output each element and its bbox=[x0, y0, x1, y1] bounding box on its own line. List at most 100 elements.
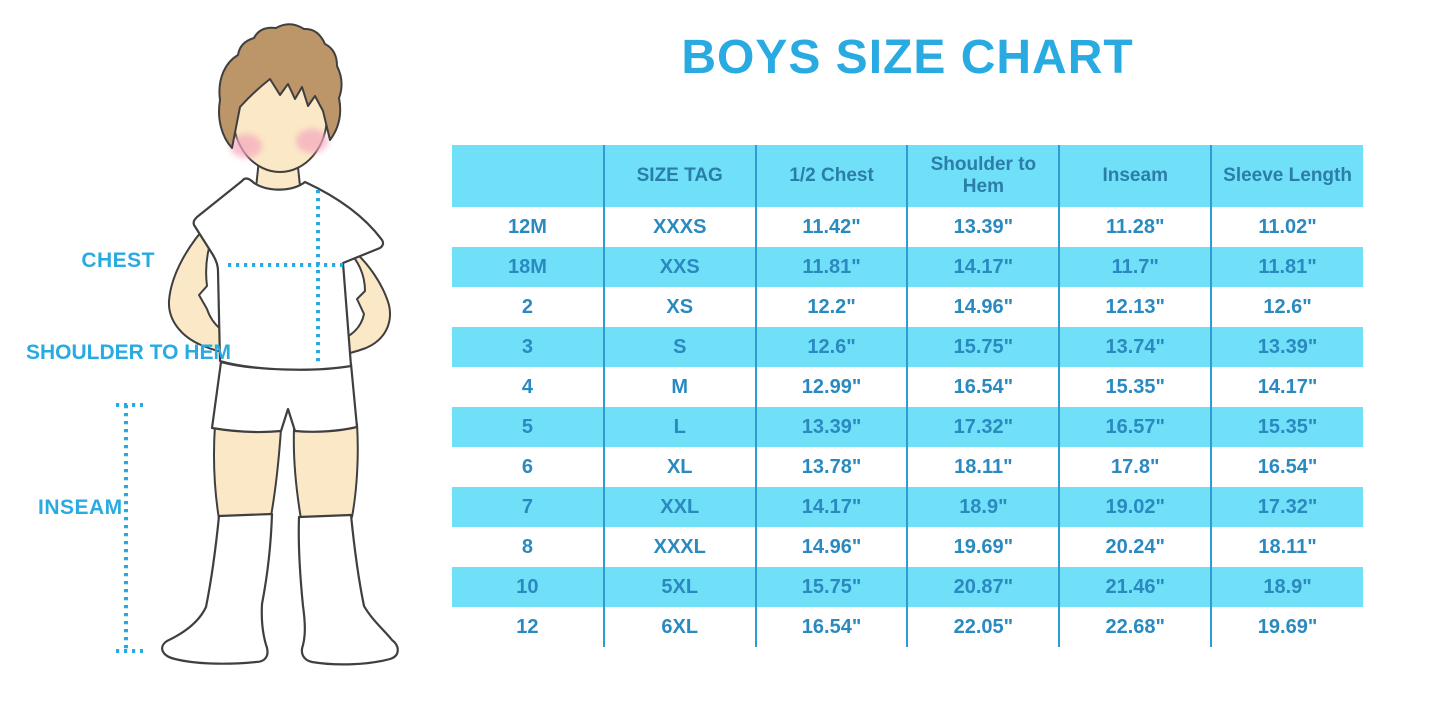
row-size-cell: 8 bbox=[452, 527, 605, 567]
table-cell: 18.9" bbox=[907, 487, 1061, 527]
header-cell: 1/2 Chest bbox=[755, 145, 909, 207]
header-cell bbox=[452, 145, 605, 207]
table-cell: 11.81" bbox=[755, 247, 909, 287]
row-size-cell: 3 bbox=[452, 327, 605, 367]
table-cell: XXXS bbox=[603, 207, 757, 247]
table-cell: 11.42" bbox=[755, 207, 909, 247]
row-size-cell: 18M bbox=[452, 247, 605, 287]
table-cell: XS bbox=[603, 287, 757, 327]
table-row: 5 L 13.39" 17.32" 16.57" 15.35" bbox=[452, 407, 1363, 447]
header-row: SIZE TAG 1/2 Chest Shoulder to Hem Inseam Sl… bbox=[452, 145, 1363, 207]
inseam-label: INSEAM bbox=[38, 496, 123, 519]
table-row: 10 5XL 15.75" 20.87" 21.46" 18.9" bbox=[452, 567, 1363, 607]
table-row: 4 M 12.99" 16.54" 15.35" 14.17" bbox=[452, 367, 1363, 407]
row-size-cell: 12M bbox=[452, 207, 605, 247]
table-cell: 12.99" bbox=[755, 367, 909, 407]
table-cell: 17.32" bbox=[1257, 495, 1318, 518]
table-cell: 11.28" bbox=[1059, 207, 1213, 247]
table-row: 12 6XL 16.54" 22.05" 22.68" 19.69" bbox=[452, 607, 1363, 647]
size-table-body: 12M XXXS 11.42" 13.39" 11.28" 11.02" 18M XXS 11.… bbox=[452, 207, 1363, 647]
table-cell: 14.17" bbox=[907, 247, 1061, 287]
row-size-cell: 5 bbox=[452, 407, 605, 447]
table-cell: 13.78" bbox=[755, 447, 909, 487]
table-cell: 14.17" bbox=[1257, 375, 1318, 398]
header-cell: Inseam bbox=[1059, 145, 1213, 207]
table-cell: 12.6" bbox=[1263, 295, 1312, 318]
table-row: 3 S 12.6" 15.75" 13.74" 13.39" bbox=[452, 327, 1363, 367]
table-cell: 15.75" bbox=[907, 327, 1061, 367]
table-cell: 13.39" bbox=[755, 407, 909, 447]
table-cell: 17.8" bbox=[1059, 447, 1213, 487]
table-row: 2 XS 12.2" 14.96" 12.13" 12.6" bbox=[452, 287, 1363, 327]
table-cell: 13.39" bbox=[907, 207, 1061, 247]
table-cell: 13.39" bbox=[1257, 335, 1318, 358]
table-cell: 12.2" bbox=[755, 287, 909, 327]
size-table: SIZE TAG 1/2 Chest Shoulder to Hem Inseam Sl… bbox=[452, 145, 1363, 647]
table-cell: 5XL bbox=[603, 567, 757, 607]
table-cell: L bbox=[603, 407, 757, 447]
table-cell: 17.32" bbox=[907, 407, 1061, 447]
boy-right-blush bbox=[296, 129, 328, 153]
table-cell: 11.81" bbox=[1258, 255, 1317, 278]
table-cell: 16.54" bbox=[1257, 455, 1318, 478]
table-cell: 19.69" bbox=[1257, 615, 1318, 638]
boy-hair bbox=[218, 23, 343, 149]
boy-right-thigh bbox=[292, 423, 359, 520]
boy-shorts bbox=[210, 360, 359, 434]
table-cell: 22.68" bbox=[1059, 607, 1213, 647]
table-cell: 19.69" bbox=[907, 527, 1061, 567]
page-title: BOYS SIZE CHART bbox=[681, 31, 1134, 84]
header-cell: Shoulder to Hem bbox=[907, 145, 1061, 207]
boy-figure-svg bbox=[116, 23, 399, 666]
table-row: 8 XXXL 14.96" 19.69" 20.24" 18.11" bbox=[452, 527, 1363, 567]
table-cell: 12.13" bbox=[1059, 287, 1213, 327]
table-cell: XXS bbox=[603, 247, 757, 287]
table-cell: XXXL bbox=[603, 527, 757, 567]
row-size-cell: 10 bbox=[452, 567, 605, 607]
boy-left-thigh bbox=[213, 424, 282, 520]
boy-right-sock bbox=[297, 513, 399, 666]
table-cell: 6XL bbox=[603, 607, 757, 647]
table-cell: XL bbox=[603, 447, 757, 487]
table-cell: 16.54" bbox=[907, 367, 1061, 407]
row-size-cell: 7 bbox=[452, 487, 605, 527]
table-row: 18M XXS 11.81" 14.17" 11.7" 11.81" bbox=[452, 247, 1363, 287]
boy-figure bbox=[161, 23, 399, 666]
table-cell: S bbox=[603, 327, 757, 367]
table-cell: 12.6" bbox=[755, 327, 909, 367]
table-row: 6 XL 13.78" 18.11" 17.8" 16.54" bbox=[452, 447, 1363, 487]
row-size-cell: 6 bbox=[452, 447, 605, 487]
table-cell: M bbox=[603, 367, 757, 407]
table-cell: 16.54" bbox=[755, 607, 909, 647]
table-cell: 15.75" bbox=[755, 567, 909, 607]
row-size-cell: 4 bbox=[452, 367, 605, 407]
table-cell: 14.96" bbox=[755, 527, 909, 567]
shoulder-to-hem-label: SHOULDER TO HEM bbox=[26, 341, 231, 364]
table-cell: 14.96" bbox=[907, 287, 1061, 327]
chest-label: CHEST bbox=[81, 249, 155, 272]
table-cell: 18.11" bbox=[907, 447, 1061, 487]
table-cell: 11.7" bbox=[1059, 247, 1213, 287]
table-cell: XXL bbox=[603, 487, 757, 527]
table-cell: 21.46" bbox=[1059, 567, 1213, 607]
boy-illustration: CHEST SHOULDER TO HEM INSEAM bbox=[0, 0, 450, 723]
row-size-cell: 12 bbox=[452, 607, 605, 647]
table-cell: 20.87" bbox=[907, 567, 1061, 607]
boy-left-blush bbox=[230, 134, 262, 158]
table-cell: 11.02" bbox=[1258, 215, 1317, 238]
boy-left-sock bbox=[161, 512, 274, 665]
table-cell: 15.35" bbox=[1059, 367, 1213, 407]
table-row: 7 XXL 14.17" 18.9" 19.02" 17.32" bbox=[452, 487, 1363, 527]
table-row: 12M XXXS 11.42" 13.39" 11.28" 11.02" bbox=[452, 207, 1363, 247]
header-cell: Sleeve Length bbox=[1211, 145, 1363, 207]
table-cell: 18.11" bbox=[1258, 535, 1317, 558]
row-size-cell: 2 bbox=[452, 287, 605, 327]
table-cell: 18.9" bbox=[1263, 575, 1312, 598]
size-table-head: SIZE TAG 1/2 Chest Shoulder to Hem Inseam Sl… bbox=[452, 145, 1363, 207]
table-cell: 16.57" bbox=[1059, 407, 1213, 447]
header-cell: SIZE TAG bbox=[603, 145, 757, 207]
table-cell: 14.17" bbox=[755, 487, 909, 527]
table-cell: 22.05" bbox=[907, 607, 1061, 647]
table-cell: 20.24" bbox=[1059, 527, 1213, 567]
